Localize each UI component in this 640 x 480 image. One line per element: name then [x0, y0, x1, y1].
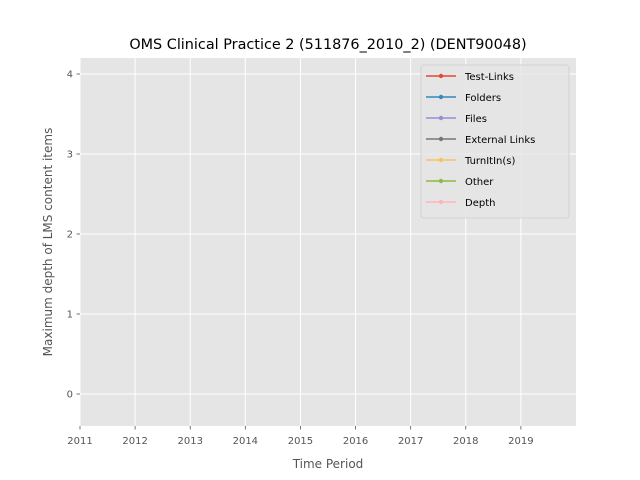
- y-tick-label: 1: [67, 310, 73, 321]
- y-axis-ticks: 0 1 2 3 4: [67, 70, 80, 401]
- x-tick-label: 2012: [122, 436, 147, 447]
- x-tick-label: 2015: [288, 436, 313, 447]
- legend-label: Other: [465, 177, 494, 188]
- legend-marker-swatch: [438, 178, 444, 184]
- legend-marker-swatch: [438, 115, 444, 121]
- legend-marker-swatch: [438, 157, 444, 163]
- x-tick-label: 2011: [67, 436, 92, 447]
- legend-label: Test-Links: [464, 72, 514, 83]
- y-tick-label: 0: [67, 390, 73, 401]
- y-tick-label: 4: [67, 70, 73, 81]
- x-axis-ticks: 2011 2012 2013 2014 2015 2016 2017 2018 2019: [67, 426, 534, 447]
- y-tick-label: 3: [67, 150, 73, 161]
- legend-marker-swatch: [438, 73, 444, 79]
- y-tick-label: 2: [67, 230, 73, 241]
- legend-label: Files: [465, 114, 487, 125]
- x-tick-label: 2019: [508, 436, 533, 447]
- x-tick-label: 2014: [233, 436, 258, 447]
- y-axis-label: Maximum depth of LMS content items: [41, 128, 55, 357]
- x-tick-label: 2016: [343, 436, 368, 447]
- legend-marker-swatch: [438, 94, 444, 100]
- legend-box: [420, 64, 570, 219]
- chart-title: OMS Clinical Practice 2 (511876_2010_2) …: [129, 37, 526, 53]
- x-tick-label: 2018: [453, 436, 478, 447]
- legend-label: TurnItIn(s): [464, 156, 515, 167]
- x-tick-label: 2013: [177, 436, 202, 447]
- legend-marker-swatch: [438, 136, 444, 142]
- legend-label: External Links: [465, 135, 535, 146]
- x-axis-label: Time Period: [292, 457, 364, 471]
- legend: Test-Links Folders Files External Links Turn…: [420, 64, 570, 219]
- x-tick-label: 2017: [398, 436, 423, 447]
- legend-marker-swatch: [438, 199, 444, 205]
- legend-label: Depth: [465, 198, 495, 209]
- legend-label: Folders: [465, 93, 501, 104]
